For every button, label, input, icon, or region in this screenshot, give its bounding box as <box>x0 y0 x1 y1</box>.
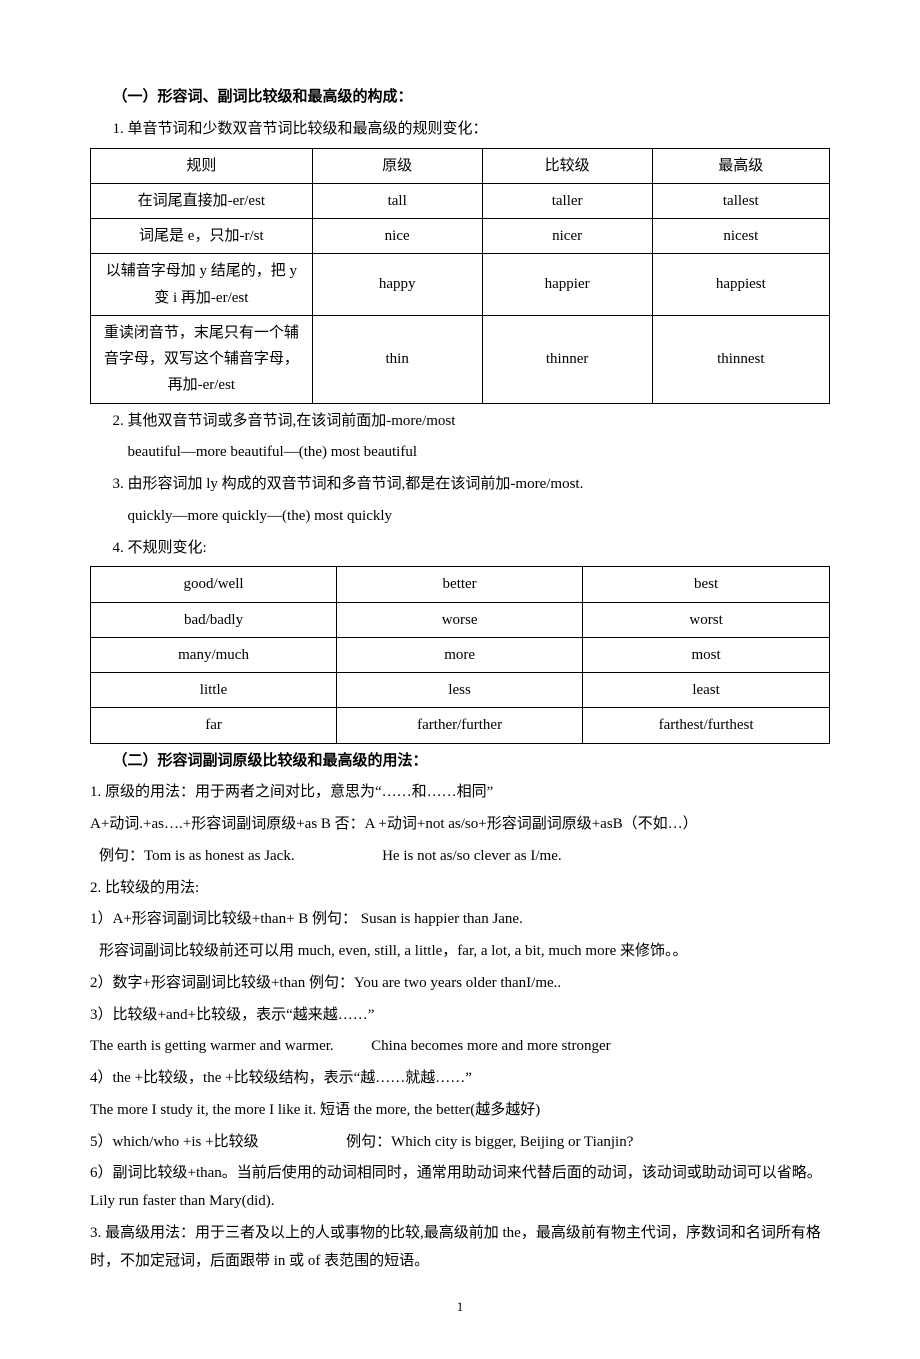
s2-p3: 3. 最高级用法：用于三者及以上的人或事物的比较,最高级前加 the，最高级前有… <box>90 1220 830 1276</box>
td: thinner <box>482 315 652 403</box>
td: bad/badly <box>91 602 337 637</box>
td: happier <box>482 254 652 316</box>
td: least <box>583 673 830 708</box>
table-row: good/well better best <box>91 567 830 602</box>
table-row: little less least <box>91 673 830 708</box>
td: tall <box>312 183 482 218</box>
td: farther/further <box>337 708 583 743</box>
s2-p2-4-ex: The more I study it, the more I like it.… <box>90 1097 830 1125</box>
table-row: 词尾是 e，只加-r/st nice nicer nicest <box>91 219 830 254</box>
s2-p2-1-note: 形容词副词比较级前还可以用 much, even, still, a littl… <box>90 938 830 966</box>
td: 以辅音字母加 y 结尾的，把 y 变 i 再加-er/est <box>91 254 313 316</box>
section1-title: （一）形容词、副词比较级和最高级的构成： <box>90 84 830 112</box>
td: best <box>583 567 830 602</box>
td: 在词尾直接加-er/est <box>91 183 313 218</box>
s2-p2-4: 4）the +比较级，the +比较级结构，表示“越……就越……” <box>90 1065 830 1093</box>
table-row: far farther/further farthest/furthest <box>91 708 830 743</box>
td: happy <box>312 254 482 316</box>
th: 规则 <box>91 148 313 183</box>
s2-p2-5-a: 5）which/who +is +比较级 <box>90 1134 259 1150</box>
td: more <box>337 637 583 672</box>
td: worst <box>583 602 830 637</box>
s1-point1: 1. 单音节词和少数双音节词比较级和最高级的规则变化： <box>90 116 830 144</box>
td: nicest <box>652 219 829 254</box>
td: taller <box>482 183 652 218</box>
table-rules: 规则 原级 比较级 最高级 在词尾直接加-er/est tall taller … <box>90 148 830 404</box>
s2-p2-1: 1）A+形容词副词比较级+than+ B 例句： Susan is happie… <box>90 906 830 934</box>
s2-p2-5: 5）which/who +is +比较级 例句：Which city is bi… <box>90 1129 830 1157</box>
td: 词尾是 e，只加-r/st <box>91 219 313 254</box>
s2-p2-6: 6）副词比较级+than。当前后使用的动词相同时，通常用助动词来代替后面的动词，… <box>90 1160 830 1216</box>
th: 比较级 <box>482 148 652 183</box>
s1-point3-ex: quickly—more quickly—(the) most quickly <box>90 503 830 531</box>
ex-a: The earth is getting warmer and warmer. <box>90 1038 334 1054</box>
td: nicer <box>482 219 652 254</box>
td: far <box>91 708 337 743</box>
table-row: 以辅音字母加 y 结尾的，把 y 变 i 再加-er/est happy hap… <box>91 254 830 316</box>
table-row: many/much more most <box>91 637 830 672</box>
td: worse <box>337 602 583 637</box>
s2-p2-2: 2）数字+形容词副词比较级+than 例句：You are two years … <box>90 970 830 998</box>
s2-p1: 1. 原级的用法：用于两者之间对比，意思为“……和……相同” <box>90 779 830 807</box>
s2-p2-3-ex: The earth is getting warmer and warmer. … <box>90 1033 830 1061</box>
ex-a: 例句：Tom is as honest as Jack. <box>99 848 295 864</box>
s1-point4: 4. 不规则变化: <box>90 535 830 563</box>
td: good/well <box>91 567 337 602</box>
table-row: bad/badly worse worst <box>91 602 830 637</box>
th: 最高级 <box>652 148 829 183</box>
td: many/much <box>91 637 337 672</box>
ex-b: He is not as/so clever as I/me. <box>382 848 562 864</box>
td: tallest <box>652 183 829 218</box>
s1-point3: 3. 由形容词加 ly 构成的双音节词和多音节词,都是在该词前加-more/mo… <box>90 471 830 499</box>
table-row: 在词尾直接加-er/est tall taller tallest <box>91 183 830 218</box>
td: nice <box>312 219 482 254</box>
ex-b: China becomes more and more stronger <box>371 1038 611 1054</box>
s2-p1-rule: A+动词.+as….+形容词副词原级+as B 否：A +动词+not as/s… <box>90 811 830 839</box>
th: 原级 <box>312 148 482 183</box>
td: 重读闭音节，末尾只有一个辅音字母，双写这个辅音字母，再加-er/est <box>91 315 313 403</box>
s2-p1-ex: 例句：Tom is as honest as Jack. He is not a… <box>90 843 830 871</box>
td: little <box>91 673 337 708</box>
td: less <box>337 673 583 708</box>
s1-point2-ex: beautiful—more beautiful—(the) most beau… <box>90 439 830 467</box>
td: most <box>583 637 830 672</box>
s1-point2: 2. 其他双音节词或多音节词,在该词前面加-more/most <box>90 408 830 436</box>
s2-p2-3: 3）比较级+and+比较级，表示“越来越……” <box>90 1002 830 1030</box>
s2-p2-5-b: 例句：Which city is bigger, Beijing or Tian… <box>346 1134 633 1150</box>
td: better <box>337 567 583 602</box>
td: farthest/furthest <box>583 708 830 743</box>
table-irregular: good/well better best bad/badly worse wo… <box>90 566 830 743</box>
s2-p2: 2. 比较级的用法: <box>90 875 830 903</box>
table-row: 重读闭音节，末尾只有一个辅音字母，双写这个辅音字母，再加-er/est thin… <box>91 315 830 403</box>
page-number: 1 <box>90 1295 830 1319</box>
td: happiest <box>652 254 829 316</box>
td: thin <box>312 315 482 403</box>
td: thinnest <box>652 315 829 403</box>
table-row: 规则 原级 比较级 最高级 <box>91 148 830 183</box>
section2-title: （二）形容词副词原级比较级和最高级的用法： <box>90 748 830 776</box>
